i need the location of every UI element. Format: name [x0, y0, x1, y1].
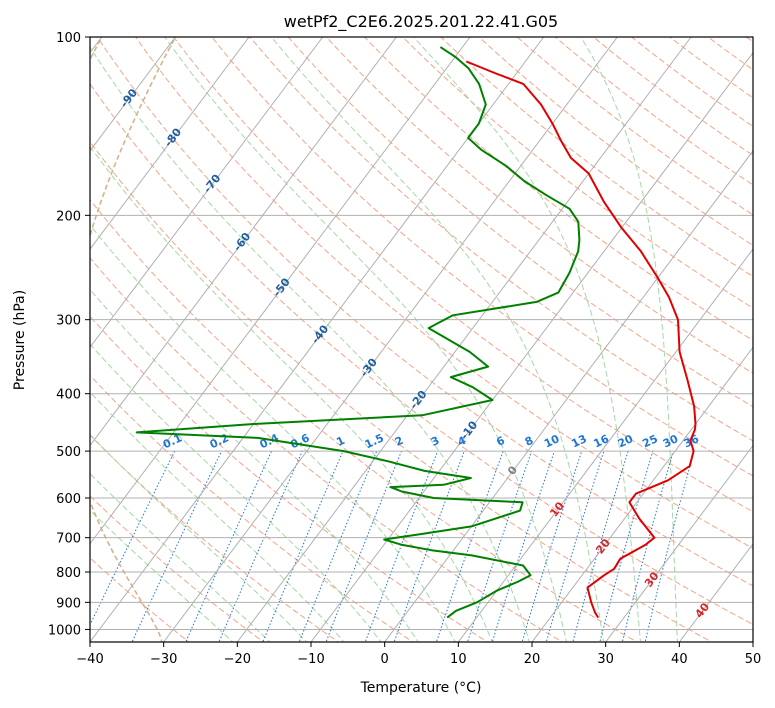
dry-adiabat-line [90, 83, 753, 625]
x-tick-label: −20 [224, 652, 251, 667]
mixing-ratio-line [521, 450, 583, 642]
moist-adiabat-line [271, 37, 605, 642]
dry-adiabat-line [287, 37, 753, 408]
mixing-ratio-line [185, 450, 272, 642]
dry-adiabat-line [173, 37, 753, 513]
x-axis-label: Temperature (°C) [360, 680, 482, 696]
plot-frame [89, 36, 754, 643]
x-tick-label: −10 [297, 652, 324, 667]
y-tick-label: 600 [56, 492, 81, 507]
dewpoint-profile-line [135, 46, 581, 619]
isotherm-line [605, 444, 753, 642]
x-tick-label: −30 [150, 652, 177, 667]
mixing-ratio-line [545, 450, 605, 642]
chart-title: wetPf2_C2E6.2025.201.22.41.G05 [284, 12, 558, 32]
mixing-ratio-line [218, 450, 303, 642]
dry-adiabat-line [90, 315, 489, 642]
x-tick-label: −40 [76, 652, 103, 667]
isotherm-line [90, 37, 471, 545]
isotherm-line [90, 37, 324, 349]
moist-adiabat-line [580, 37, 678, 642]
mixing-ratio-line [621, 450, 674, 642]
temperature-profile-line [466, 60, 697, 619]
y-tick-label: 900 [56, 596, 81, 611]
mixing-ratio-line [90, 450, 176, 626]
mixing-ratio-label: 16 [592, 432, 612, 450]
mixing-ratio-line [435, 450, 504, 642]
y-tick-label: 800 [56, 566, 81, 581]
mixing-ratio-label: 10 [542, 432, 562, 450]
x-tick-label: 40 [671, 652, 688, 667]
mixing-ratio-label: 13 [569, 432, 588, 450]
y-tick-label: 1000 [48, 623, 81, 638]
isotherm-line [457, 248, 753, 642]
y-tick-label: 200 [56, 209, 81, 224]
x-tick-label: 50 [745, 652, 762, 667]
mixing-ratio-label: 30 [661, 432, 681, 450]
mixing-ratio-line [364, 450, 439, 642]
isotherm-line [163, 37, 618, 642]
x-tick-label: 20 [524, 652, 541, 667]
isotherm-line [531, 346, 753, 642]
y-tick-label: 100 [56, 31, 81, 46]
x-tick-label: 10 [450, 652, 467, 667]
isotherm-line [90, 37, 250, 250]
mixing-ratio-line [572, 450, 629, 642]
mixing-ratio-line [644, 450, 695, 642]
y-axis-label: Pressure (hPa) [12, 290, 28, 390]
mixing-ratio-line [325, 450, 402, 642]
y-tick-label: 300 [56, 314, 81, 329]
isotherm-line [90, 37, 397, 447]
mixing-ratio-label: 25 [640, 432, 659, 450]
moist-adiabat-line [413, 37, 642, 642]
isotherm-line [384, 150, 753, 642]
y-tick-label: 500 [56, 445, 81, 460]
moist-adiabat-line [90, 472, 271, 642]
mixing-ratio-line [393, 450, 465, 642]
mixing-ratio-line [298, 450, 378, 642]
dry-adiabat-line [211, 37, 753, 477]
dry-adiabat-line [96, 37, 753, 587]
x-tick-label: 30 [597, 652, 614, 667]
isotherm-line [90, 37, 176, 152]
mixing-ratio-line [599, 450, 654, 642]
mixing-ratio-label: 20 [616, 432, 636, 450]
mixing-ratio-line [491, 450, 555, 642]
y-tick-label: 700 [56, 532, 81, 547]
isotherm-line [236, 37, 692, 642]
x-tick-label: 0 [381, 652, 389, 667]
y-tick-label: 400 [56, 388, 81, 403]
